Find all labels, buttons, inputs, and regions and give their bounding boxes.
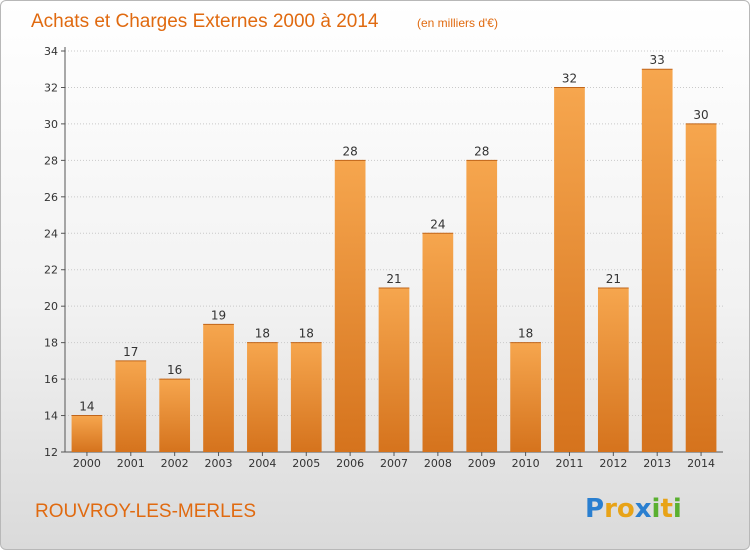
logo-letter: x [635,494,652,524]
y-tick-label: 14 [44,410,58,423]
data-label-2003: 19 [211,308,226,322]
data-label-2013: 33 [650,53,665,67]
y-tick-label: 26 [44,191,58,204]
data-label-2011: 32 [562,71,577,85]
y-tick-label: 34 [44,45,58,58]
y-tick-label: 24 [44,227,58,240]
x-tick-label-2011: 2011 [555,457,583,470]
bar-2014 [685,123,717,452]
bar-2000 [71,415,103,452]
data-label-2001: 17 [123,345,138,359]
x-tick-label-2003: 2003 [205,457,233,470]
bar-2010 [510,342,541,452]
y-tick-label: 12 [44,446,58,459]
x-tick-label-2008: 2008 [424,457,452,470]
bar-2009 [466,160,498,452]
logo-letter: P [585,494,604,524]
x-tick-label-2010: 2010 [512,457,540,470]
x-tick-label-2002: 2002 [161,457,189,470]
x-tick-label-2005: 2005 [292,457,320,470]
data-label-2009: 28 [474,144,489,158]
bar-2005 [290,342,322,452]
label-layer: 14 17 16 19 18 18 28 21 24 28 18 32 21 33 30 [79,53,708,413]
x-tick-label-2012: 2012 [599,457,627,470]
x-tick-label-2006: 2006 [336,457,364,470]
x-tick-label-2013: 2013 [643,457,671,470]
data-label-2007: 21 [386,272,401,286]
data-label-2005: 18 [299,327,314,341]
y-tick-label: 22 [44,264,58,277]
y-tick-label: 28 [44,154,58,167]
data-label-2002: 16 [167,363,182,377]
data-label-2014: 30 [693,108,708,122]
y-tick-label: 20 [44,300,58,313]
data-label-2006: 28 [342,144,357,158]
y-tick-label: 30 [44,118,58,131]
chart-subtitle: (en milliers d'€) [417,16,498,30]
bar-2004 [247,342,278,452]
logo-letter: r [604,494,617,524]
x-tick-label-2007: 2007 [380,457,408,470]
bar-2008 [422,233,454,452]
x-tick-label-2000: 2000 [73,457,101,470]
x-tick-label-2014: 2014 [687,457,715,470]
data-label-2010: 18 [518,327,533,341]
bar-2011 [554,87,585,453]
x-tick-label-2004: 2004 [248,457,276,470]
data-label-2008: 24 [430,217,445,231]
bar-2007 [378,287,410,452]
y-tick-label: 16 [44,373,58,386]
proxiti-logo: Proxiti [585,494,682,524]
logo-letter: i [652,494,661,524]
place-name: ROUVROY-LES-MERLES [35,501,256,522]
y-tick-label: 32 [44,81,58,94]
bar-layer [71,68,717,453]
bar-2001 [115,360,147,452]
chart-title: Achats et Charges Externes 2000 à 2014 [31,11,379,32]
data-label-2012: 21 [606,272,621,286]
logo-letter: t [660,494,672,524]
logo-letter: o [617,494,635,524]
bar-2003 [203,324,234,452]
data-label-2000: 14 [79,400,94,414]
data-label-2004: 18 [255,327,270,341]
bar-2013 [641,69,673,453]
bar-2012 [597,287,629,452]
bar-2006 [334,160,366,452]
x-tick-label-2001: 2001 [117,457,145,470]
y-tick-label: 18 [44,337,58,350]
bar-2002 [159,379,191,452]
x-tick-label-2009: 2009 [468,457,496,470]
logo-letter: i [673,494,682,524]
